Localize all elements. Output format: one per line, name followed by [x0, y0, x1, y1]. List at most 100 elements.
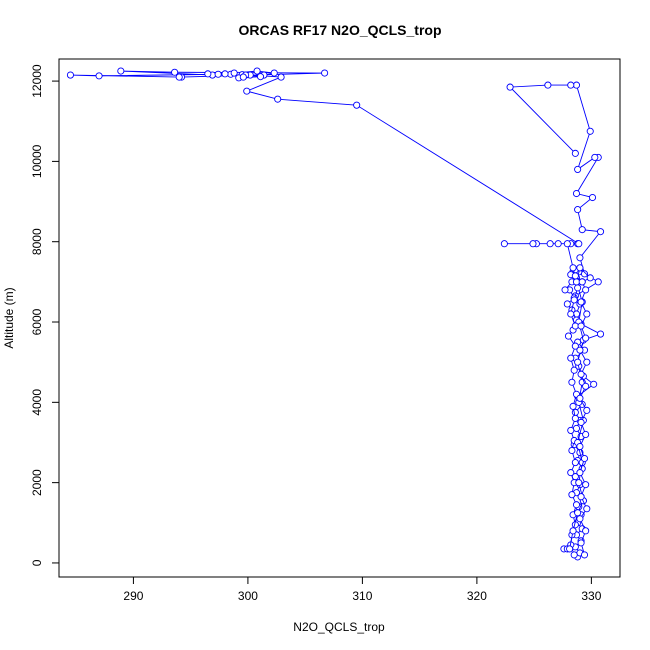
data-point [583, 310, 591, 318]
data-point [175, 73, 183, 81]
x-tick-label: 310 [352, 589, 372, 603]
data-point [239, 73, 247, 81]
data-point [563, 240, 571, 248]
data-point [582, 382, 590, 390]
data-point [117, 67, 125, 75]
data-point [529, 240, 537, 248]
data-point [274, 95, 282, 103]
data-point [577, 322, 585, 330]
data-point [571, 272, 579, 280]
data-point [572, 501, 581, 509]
data-point [578, 226, 586, 234]
data-point [586, 127, 594, 135]
data-point [591, 153, 599, 161]
data-point [590, 380, 598, 388]
chart-title: ORCAS RF17 N2O_QCLS_trop [238, 22, 441, 38]
data-point [566, 545, 574, 553]
y-axis-label: Altitude (m) [2, 287, 16, 348]
data-point [577, 370, 585, 378]
y-tick-label: 6000 [30, 308, 44, 335]
x-tick-label: 320 [467, 589, 487, 603]
y-tick-label: 2000 [30, 469, 44, 496]
data-point [577, 418, 585, 426]
data-point [353, 101, 361, 109]
y-tick-label: 10000 [30, 144, 44, 178]
data-point [243, 87, 251, 95]
y-axis: 0 2000 4000 6000 8000 10000 12000 [30, 64, 59, 566]
data-point [568, 378, 576, 386]
x-tick-label: 330 [581, 589, 601, 603]
data-point [574, 358, 582, 366]
data-point [574, 284, 582, 292]
data-point [277, 73, 285, 81]
data-point [171, 68, 179, 76]
data-point [586, 274, 594, 282]
data-point [95, 72, 103, 80]
data-point [214, 70, 222, 78]
data-point [546, 240, 554, 248]
data-point [575, 479, 583, 487]
data-point [574, 509, 582, 517]
data-point [570, 296, 578, 304]
data-point [567, 310, 575, 318]
data-point [576, 394, 584, 402]
data-point [253, 67, 261, 75]
data-point [576, 442, 584, 451]
data-point [580, 454, 589, 463]
data-point [506, 83, 514, 91]
data-point [576, 264, 584, 272]
y-tick-label: 12000 [30, 64, 44, 98]
data-point [578, 278, 586, 286]
data-point [583, 505, 591, 513]
data-point [594, 278, 602, 286]
data-point [569, 527, 577, 535]
data-point [571, 408, 579, 416]
data-point [571, 414, 579, 422]
data-point [596, 228, 605, 236]
x-tick-label: 300 [238, 589, 258, 603]
data-point [544, 81, 552, 89]
data-point [582, 481, 590, 489]
data-point [574, 165, 582, 173]
series-layer [66, 67, 605, 561]
data-point [574, 206, 582, 214]
data-point [582, 430, 590, 439]
data-point [567, 354, 575, 362]
data-point [221, 70, 229, 78]
data-point [568, 491, 576, 499]
data-point [270, 69, 278, 77]
data-point [577, 493, 585, 501]
x-axis: 290 300 310 320 330 [123, 577, 602, 603]
data-point [577, 298, 585, 306]
data-point [204, 70, 212, 78]
data-point [596, 330, 605, 338]
data-point [567, 426, 575, 434]
data-point [561, 286, 569, 294]
data-point [256, 73, 265, 81]
data-point [572, 278, 581, 286]
y-tick-label: 0 [30, 559, 44, 566]
plot-frame [58, 58, 621, 578]
data-point [568, 446, 576, 455]
data-point [588, 193, 597, 202]
data-point [554, 240, 562, 248]
data-point [230, 69, 238, 77]
data-point [576, 469, 584, 477]
data-point [567, 81, 575, 89]
data-point [576, 346, 584, 354]
data-point [582, 527, 590, 535]
data-point [577, 539, 585, 547]
series-4 [66, 67, 583, 248]
data-point [582, 334, 590, 342]
data-point [571, 459, 579, 467]
x-axis-label: N2O_QCLS_trop [293, 620, 385, 634]
data-point [569, 264, 577, 272]
y-tick-label: 8000 [30, 228, 44, 255]
data-point [500, 240, 508, 248]
data-point [582, 286, 590, 294]
data-point [563, 300, 571, 308]
data-point [572, 189, 581, 198]
data-point [569, 402, 577, 410]
series-5 [571, 272, 591, 559]
